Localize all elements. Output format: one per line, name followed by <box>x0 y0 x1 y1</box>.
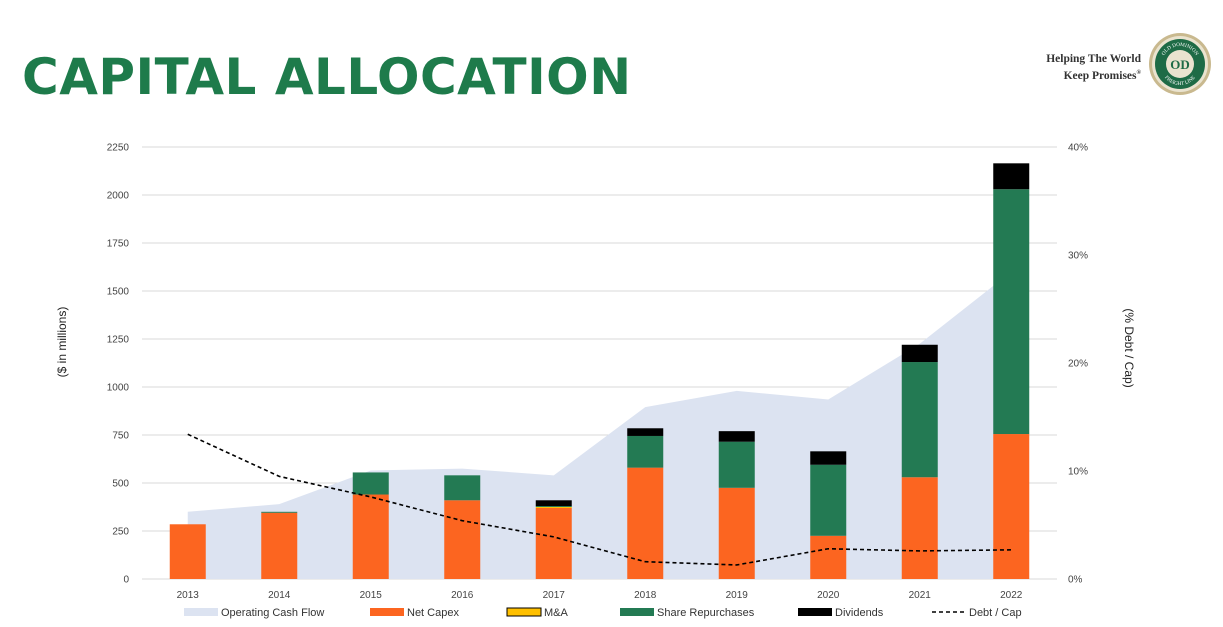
legend-label-debt-cap: Debt / Cap <box>969 607 1022 619</box>
y-axis-ticks: 0 250 500 750 1000 1250 1500 1750 2000 2250 <box>107 143 130 586</box>
y-tick-label: 2250 <box>107 143 130 154</box>
bar-net-capex-2013 <box>169 524 206 579</box>
y-tick-label: 500 <box>112 479 129 490</box>
y2-tick-label: 10% <box>1068 467 1088 478</box>
debt-line-layer <box>187 433 1012 566</box>
y-tick-label: 750 <box>112 431 129 442</box>
y2-axis-ticks: 0% 10% 20% 30% 40% <box>1068 143 1088 586</box>
legend-swatch-m-a <box>506 607 542 617</box>
bar-m-a-2017 <box>535 507 572 508</box>
bar-net-capex-2020 <box>810 535 847 579</box>
operating-cash-flow-area <box>187 271 1012 579</box>
y2-tick-label: 40% <box>1068 143 1088 154</box>
legend-label-net-capex: Net Capex <box>407 607 459 619</box>
legend-swatch-dividends <box>798 608 832 616</box>
tagline-line-1: Helping The World <box>1046 53 1141 65</box>
bar-net-capex-2018 <box>627 467 664 579</box>
x-tick-label: 2022 <box>1000 590 1023 601</box>
y-tick-label: 1250 <box>107 335 130 346</box>
bar-dividends-2019 <box>718 431 755 442</box>
legend-swatch-net-capex <box>370 608 404 616</box>
y2-tick-label: 30% <box>1068 251 1088 262</box>
x-tick-label: 2014 <box>268 590 291 601</box>
y2-tick-label: 0% <box>1068 575 1083 586</box>
y-tick-label: 1500 <box>107 287 130 298</box>
x-tick-label: 2021 <box>909 590 932 601</box>
logo-monogram: OD <box>1170 57 1190 72</box>
bar-share-repurchases-2022 <box>993 189 1030 435</box>
bar-share-repurchases-2019 <box>718 441 755 488</box>
legend-label-dividends: Dividends <box>835 607 884 619</box>
bar-net-capex-2015 <box>352 494 389 579</box>
legend-swatch-share-repurchases <box>620 608 654 616</box>
legend-swatch-operating-cash-flow <box>184 608 218 616</box>
legend-label-operating-cash-flow: Operating Cash Flow <box>221 607 324 619</box>
legend: Operating Cash Flow Net Capex M&A Share Rep… <box>184 607 1022 619</box>
bars-layer <box>169 163 1030 579</box>
x-tick-label: 2016 <box>451 590 474 601</box>
bar-dividends-2022 <box>993 163 1030 190</box>
company-logo: OLD DOMINION FREIGHT LINE OD <box>1149 33 1211 95</box>
bar-share-repurchases-2018 <box>627 435 664 468</box>
tagline-line-2: Keep Promises® <box>1046 66 1141 83</box>
bar-dividends-2021 <box>901 344 938 363</box>
y-tick-label: 0 <box>123 575 129 586</box>
bar-share-repurchases-2014 <box>261 511 298 513</box>
x-tick-label: 2013 <box>177 590 200 601</box>
bar-share-repurchases-2020 <box>810 464 847 536</box>
y-tick-label: 2000 <box>107 191 130 202</box>
x-tick-label: 2018 <box>634 590 657 601</box>
bar-dividends-2020 <box>810 451 847 465</box>
tagline-line-2-text: Keep Promises <box>1063 69 1137 82</box>
y2-axis-title: (% Debt / Cap) <box>1122 308 1136 387</box>
legend-label-m-a: M&A <box>544 607 569 619</box>
bar-net-capex-2021 <box>901 477 938 579</box>
y2-tick-label: 20% <box>1068 359 1088 370</box>
y-tick-label: 250 <box>112 527 129 538</box>
x-tick-label: 2019 <box>726 590 749 601</box>
x-tick-label: 2015 <box>360 590 383 601</box>
bar-dividends-2018 <box>627 428 664 436</box>
trademark-mark: ® <box>1136 70 1141 76</box>
ocf-area-layer <box>187 271 1012 579</box>
bar-net-capex-2017 <box>535 507 572 579</box>
bar-dividends-2017 <box>535 500 572 507</box>
bar-share-repurchases-2016 <box>444 475 481 501</box>
x-tick-label: 2020 <box>817 590 840 601</box>
legend-label-share-repurchases: Share Repurchases <box>657 607 755 619</box>
debt-cap-line <box>187 433 1012 566</box>
bar-net-capex-2014 <box>261 512 298 579</box>
bar-net-capex-2016 <box>444 500 481 579</box>
x-tick-label: 2017 <box>543 590 566 601</box>
y-tick-label: 1750 <box>107 239 130 250</box>
y-axis-title: ($ in millions) <box>55 307 69 378</box>
company-tagline: Helping The World Keep Promises® <box>1046 52 1141 83</box>
bar-net-capex-2022 <box>993 434 1030 579</box>
x-axis-ticks: 2013 2014 2015 2016 2017 2018 2019 2020 2021 2022 <box>177 590 1023 601</box>
y-tick-label: 1000 <box>107 383 130 394</box>
page-title: CAPITAL ALLOCATION <box>22 48 632 106</box>
bar-share-repurchases-2015 <box>352 472 389 495</box>
bar-share-repurchases-2021 <box>901 362 938 478</box>
bar-share-repurchases-2017 <box>535 506 572 507</box>
